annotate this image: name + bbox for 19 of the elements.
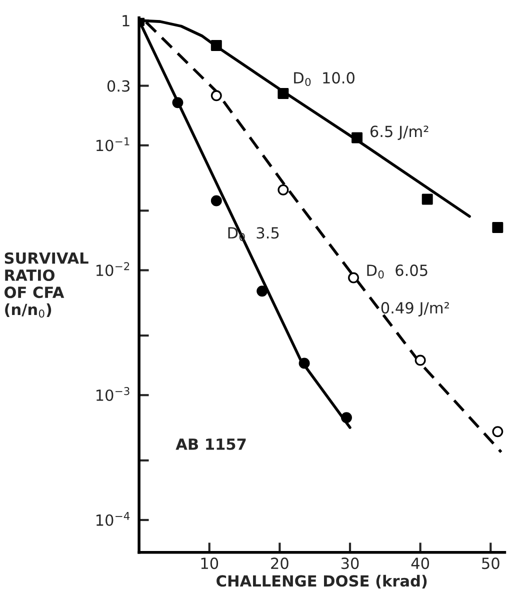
x-tick-label: 30 (341, 558, 359, 570)
annotation: D$_{0}$ 3.5 (228, 227, 279, 242)
x-tick-label: 20 (271, 558, 288, 570)
y-tick-label: 1 (122, 15, 130, 26)
annotation: 6.5 J/m² (370, 126, 428, 140)
x-axis-title: CHALLENGE DOSE (krad) (216, 574, 427, 588)
y-tick-label: 0.3 (107, 80, 130, 92)
annotation: D$_{0}$ 6.05 (367, 264, 428, 279)
x-tick-label: 50 (482, 558, 500, 570)
y-tick-label: 10$^{−3}$ (96, 387, 130, 402)
y-tick-label: 10$^{−4}$ (96, 512, 130, 526)
y-axis-title: SURVIVAL RATIO OF CFA (n/n$_{0}$) (4, 252, 88, 318)
x-tick-label: 10 (201, 558, 218, 570)
annotation: D$_{0}$ 10.0 (294, 72, 354, 86)
x-tick-label: 40 (411, 558, 430, 570)
y-tick-label: 10$^{−1}$ (96, 137, 130, 152)
annotation: 0.49 J/m² (381, 302, 449, 316)
annotation: AB 1157 (176, 438, 246, 450)
y-tick-label: 10$^{−2}$ (96, 262, 130, 276)
